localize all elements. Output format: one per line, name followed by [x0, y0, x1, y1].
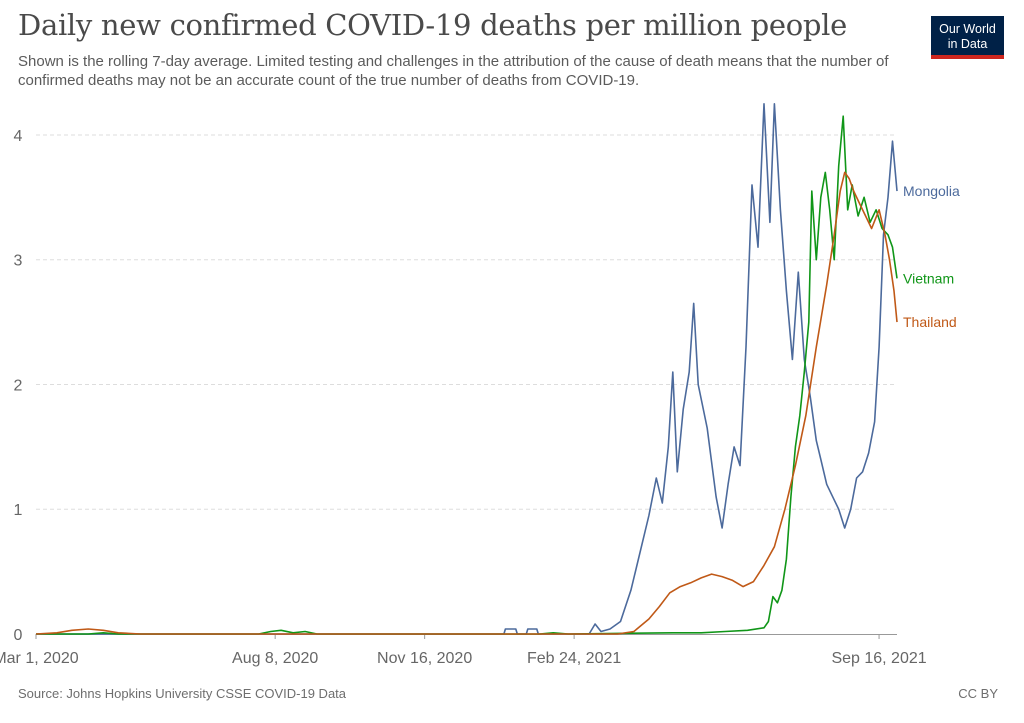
y-tick-label: 3 [14, 253, 23, 270]
chart-title: Daily new confirmed COVID-19 deaths per … [18, 8, 848, 42]
y-tick-label: 0 [14, 627, 23, 644]
y-tick-label: 1 [14, 502, 23, 519]
series-line-thailand [35, 171, 898, 635]
series-label-vietnam: Vietnam [903, 270, 954, 286]
x-tick-label: Feb 24, 2021 [527, 650, 621, 667]
license-label[interactable]: CC BY [958, 686, 998, 701]
x-tick-label: Sep 16, 2021 [831, 650, 926, 667]
x-tick-label: Nov 16, 2020 [377, 650, 472, 667]
source-note[interactable]: Source: Johns Hopkins University CSSE CO… [18, 686, 347, 701]
series-label-mongolia: Mongolia [903, 183, 960, 199]
series-line-mongolia [36, 103, 898, 635]
x-tick-label: Mar 1, 2020 [0, 650, 79, 667]
owid-logo[interactable]: Our World in Data [931, 16, 1004, 59]
logo-line-1: Our World [939, 22, 996, 36]
series-label-thailand: Thailand [903, 314, 957, 330]
chart-subtitle: Shown is the rolling 7-day average. Limi… [18, 53, 889, 89]
line-chart: 0 1 2 3 4 Mar 1, 2020 Aug 8, 2020 Nov 16, 2020 F… [0, 103, 960, 667]
series-line-vietnam [36, 115, 898, 635]
logo-line-2: in Data [947, 37, 988, 51]
y-tick-label: 2 [14, 377, 23, 394]
x-tick-label: Aug 8, 2020 [232, 650, 318, 667]
y-tick-label: 4 [14, 128, 23, 145]
